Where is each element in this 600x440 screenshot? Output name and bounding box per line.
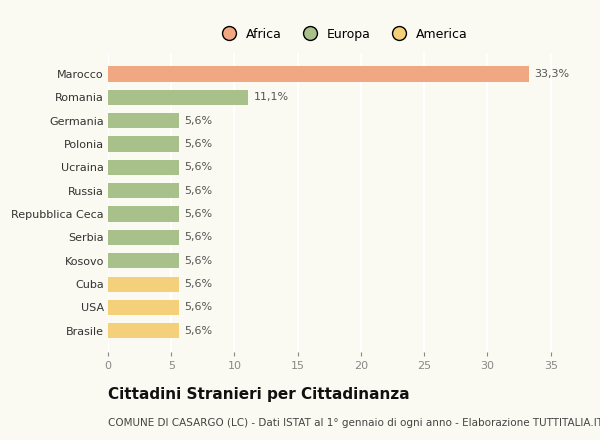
Legend: Africa, Europa, America: Africa, Europa, America xyxy=(216,28,468,40)
Bar xyxy=(108,136,179,152)
Bar xyxy=(108,323,179,338)
Text: 5,6%: 5,6% xyxy=(184,232,212,242)
Text: COMUNE DI CASARGO (LC) - Dati ISTAT al 1° gennaio di ogni anno - Elaborazione TU: COMUNE DI CASARGO (LC) - Dati ISTAT al 1… xyxy=(108,418,600,428)
Bar xyxy=(108,253,179,268)
Text: 5,6%: 5,6% xyxy=(184,139,212,149)
Bar xyxy=(108,160,179,175)
Text: 5,6%: 5,6% xyxy=(184,162,212,172)
Text: 5,6%: 5,6% xyxy=(184,279,212,289)
Bar xyxy=(108,206,179,222)
Text: 5,6%: 5,6% xyxy=(184,256,212,266)
Text: 11,1%: 11,1% xyxy=(253,92,289,103)
Bar xyxy=(108,276,179,292)
Text: 5,6%: 5,6% xyxy=(184,302,212,312)
Bar xyxy=(108,183,179,198)
Bar xyxy=(108,90,248,105)
Bar xyxy=(108,300,179,315)
Text: Cittadini Stranieri per Cittadinanza: Cittadini Stranieri per Cittadinanza xyxy=(108,387,410,402)
Text: 5,6%: 5,6% xyxy=(184,186,212,196)
Text: 5,6%: 5,6% xyxy=(184,326,212,336)
Bar xyxy=(108,66,529,81)
Bar xyxy=(108,230,179,245)
Bar xyxy=(108,113,179,128)
Text: 5,6%: 5,6% xyxy=(184,209,212,219)
Text: 33,3%: 33,3% xyxy=(534,69,569,79)
Text: 5,6%: 5,6% xyxy=(184,116,212,126)
